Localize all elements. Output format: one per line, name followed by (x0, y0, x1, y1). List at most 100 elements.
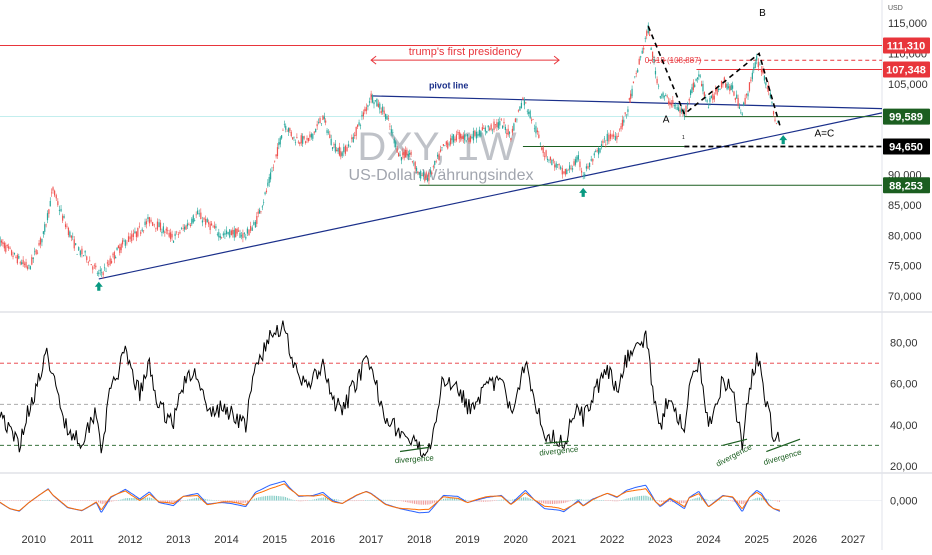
candle-body (707, 107, 710, 108)
macd-bar (170, 500, 172, 504)
candle-body (383, 110, 385, 114)
candle-body (306, 138, 308, 140)
macd-bar (112, 500, 114, 502)
candle-body (460, 134, 462, 139)
macd-bar (337, 499, 339, 501)
watermark-symbol: DXY, 1W (357, 125, 517, 169)
candle-body (205, 218, 207, 225)
candle-body (465, 140, 467, 142)
candle-body (757, 61, 759, 67)
candle-body (275, 154, 277, 157)
candle-body (744, 97, 746, 104)
macd-bar (172, 500, 174, 504)
candle-body (337, 148, 339, 152)
candle-body (331, 147, 334, 150)
candle-body (5, 245, 7, 252)
candle-body (258, 209, 261, 214)
macd-bar (45, 500, 47, 501)
candle-body (656, 78, 658, 84)
candle-body (603, 138, 605, 140)
macd-bar (406, 500, 408, 503)
macd-bar (199, 497, 201, 501)
macd-bar (29, 500, 31, 501)
candle-body (435, 160, 437, 162)
macd-bar (163, 500, 165, 503)
macd-bar (700, 497, 702, 501)
macd-bar (76, 500, 78, 501)
macd-bar (728, 500, 730, 501)
macd-bar (270, 495, 272, 501)
candle-body (19, 262, 21, 264)
candle-body (496, 122, 498, 128)
candle-body (444, 145, 446, 146)
candle-body (402, 152, 404, 156)
candle-body (689, 90, 692, 96)
macd-bar (637, 496, 639, 501)
candle-body (400, 157, 403, 161)
long-trendline (98, 112, 883, 280)
candle-body (403, 151, 405, 159)
macd-bar (197, 497, 199, 501)
candle-body (585, 166, 587, 169)
candle-body (325, 120, 327, 123)
level-tag-label: 99,589 (889, 112, 923, 124)
x-tick-label: 2015 (262, 534, 286, 546)
macd-bar (23, 500, 25, 501)
macd-bar (639, 496, 641, 501)
macd-bar (575, 499, 577, 501)
macd-bar (136, 498, 138, 501)
candle-body (232, 230, 234, 235)
candle-body (407, 153, 409, 157)
macd-bar (671, 500, 673, 503)
candle-body (297, 141, 299, 143)
candle-body (374, 100, 377, 101)
macd-bar (67, 500, 69, 502)
candle-body (592, 159, 594, 162)
candle-body (82, 255, 85, 256)
rsi-line (0, 320, 780, 458)
pivot-line-label: pivot line (429, 81, 469, 91)
candle-body (57, 201, 59, 206)
candle-body (289, 128, 291, 132)
x-tick-label: 2027 (841, 534, 865, 546)
candle-body (634, 76, 636, 78)
macd-bar (78, 500, 80, 501)
macd-bar (611, 500, 613, 502)
candle-body (148, 217, 151, 224)
macd-bar (118, 500, 120, 501)
candle-body (73, 239, 75, 249)
candle-body (8, 246, 10, 249)
candle-body (494, 124, 497, 125)
macd-bar (185, 500, 187, 501)
macd-bar (551, 500, 553, 505)
x-tick-label: 2013 (166, 534, 190, 546)
macd-bar (688, 500, 690, 501)
candle-body (119, 247, 121, 253)
candle-body (373, 102, 375, 105)
candle-body (186, 223, 189, 227)
candle-body (672, 100, 674, 104)
candle-body (302, 136, 304, 144)
level-tag-label: 111,310 (887, 41, 926, 53)
candle-body (286, 131, 288, 132)
candle-body (69, 231, 71, 237)
macd-bar (452, 497, 454, 501)
divergence-label: divergence (394, 453, 434, 465)
candle-body (165, 228, 167, 231)
macd-bar (737, 500, 739, 504)
candle-body (666, 96, 668, 97)
candle-body (539, 143, 541, 145)
candle-body (688, 99, 690, 101)
macd-bar (608, 500, 610, 501)
candle-body (598, 147, 600, 155)
candle-body (455, 134, 458, 141)
macd-bar (265, 496, 267, 501)
level-tag (883, 61, 930, 78)
candle-body (212, 226, 214, 228)
candle-body (653, 58, 655, 62)
candle-body (506, 132, 508, 134)
x-tick-label: 2021 (552, 534, 576, 546)
macd-bar (510, 499, 512, 501)
candle-body (399, 154, 401, 156)
macd-bar (417, 500, 419, 505)
